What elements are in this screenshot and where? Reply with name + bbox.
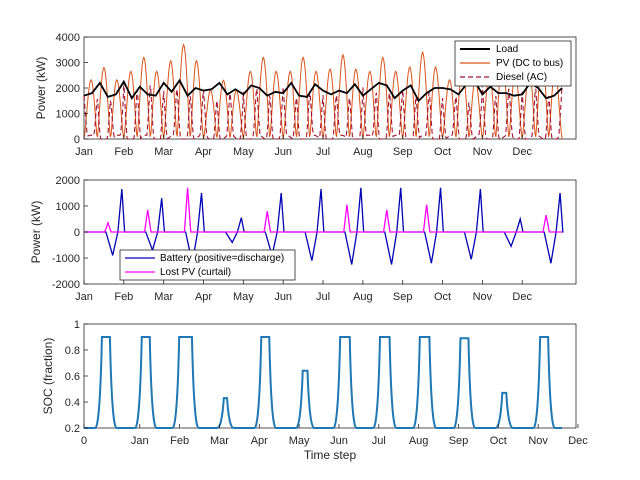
y-tick-label: 2000 <box>56 175 80 187</box>
x-tick-label: Jun <box>330 435 348 447</box>
series-line-load <box>83 78 563 103</box>
y-tick-label: 0.4 <box>65 397 80 409</box>
x-tick-label: Oct <box>434 146 451 158</box>
x-tick-label: Oct <box>434 291 451 303</box>
x-tick-label: May <box>233 291 254 303</box>
y-tick-label: -1000 <box>52 253 80 265</box>
x-tick-label: Mar <box>154 146 173 158</box>
x-tick-label: Jul <box>316 291 330 303</box>
y-axis-label: Power (kW) <box>29 201 43 264</box>
legend: Load PV (DC to bus) Diesel (AC) <box>454 40 572 87</box>
x-tick-label: Jun <box>274 291 292 303</box>
y-tick-label: 1000 <box>56 109 80 121</box>
battery-panel: -2000 -1000 0 1000 2000 Jan Feb Mar Apr May Jun Jul… <box>29 175 577 303</box>
x-tick-label: Jan <box>75 146 93 158</box>
x-tick-label: Apr <box>195 146 212 158</box>
x-tick-label: Apr <box>251 435 268 447</box>
y-tick-label: 0 <box>74 227 80 239</box>
x-tick-label: Feb <box>114 291 133 303</box>
y-tick-label: 0 <box>74 134 80 146</box>
x-tick-label: Feb <box>170 435 189 447</box>
x-tick-label: Aug <box>353 291 373 303</box>
x-tick-label: Dec <box>512 146 532 158</box>
x-tick-label: Apr <box>195 291 212 303</box>
legend-entry-diesel: Diesel (AC) <box>496 72 547 83</box>
x-tick-label: Jan <box>75 291 93 303</box>
x-tick-label: Nov <box>528 435 548 447</box>
x-tick-label: May <box>233 146 254 158</box>
x-tick-label: May <box>289 435 310 447</box>
x-tick-label: Jul <box>316 146 330 158</box>
power-panel: 0 1000 2000 3000 4000 Jan Feb Mar Apr May Jun Jul Au… <box>34 32 577 158</box>
y-tick-label: 1 <box>74 319 80 331</box>
x-tick-label: Jan <box>131 435 149 447</box>
legend-entry-pv: PV (DC to bus) <box>496 58 563 69</box>
y-tick-label: 0.2 <box>65 423 80 435</box>
x-tick-label: Aug <box>353 146 373 158</box>
y-tick-label: -2000 <box>52 279 80 291</box>
y-tick-label: 3000 <box>56 58 80 70</box>
x-tick-label: Sep <box>449 435 469 447</box>
y-tick-label: 0.8 <box>65 345 80 357</box>
y-tick-label: 1000 <box>56 201 80 213</box>
x-tick-label: Aug <box>409 435 429 447</box>
y-tick-label: 0.6 <box>65 371 80 383</box>
x-tick-label: Mar <box>154 291 173 303</box>
x-tick-label: Jul <box>372 435 386 447</box>
series-line-lost-pv <box>84 187 563 233</box>
plot-area <box>83 323 577 429</box>
x-tick-label: Nov <box>473 291 493 303</box>
y-tick-label: 2000 <box>56 83 80 95</box>
y-axis-label: Power (kW) <box>34 57 48 120</box>
y-axis-label: SOC (fraction) <box>41 338 55 415</box>
series-line-soc <box>84 336 563 429</box>
x-tick-label: Dec <box>512 291 532 303</box>
y-tick-label: 4000 <box>56 32 80 44</box>
x-tick-label: Dec <box>568 435 588 447</box>
x-tick-label: Sep <box>393 146 413 158</box>
x-tick-label: Sep <box>393 291 413 303</box>
x-tick-label: Feb <box>114 146 133 158</box>
x-axis-label: Time step <box>304 448 357 462</box>
x-tick-label: Mar <box>210 435 229 447</box>
x-tick-label: 0 <box>81 435 87 447</box>
legend: Battery (positive=discharge) Lost PV (cu… <box>119 249 296 281</box>
soc-panel: 0.2 0.4 0.6 0.8 1 0 Jan Feb Mar Apr May Jun Jul Aug Se… <box>41 319 588 462</box>
legend-entry-lost-pv: Lost PV (curtail) <box>160 267 231 278</box>
x-tick-label: Nov <box>473 146 493 158</box>
x-tick-label: Oct <box>490 435 507 447</box>
x-tick-label: Jun <box>274 146 292 158</box>
legend-entry-battery: Battery (positive=discharge) <box>160 253 284 264</box>
legend-entry-load: Load <box>496 44 518 55</box>
